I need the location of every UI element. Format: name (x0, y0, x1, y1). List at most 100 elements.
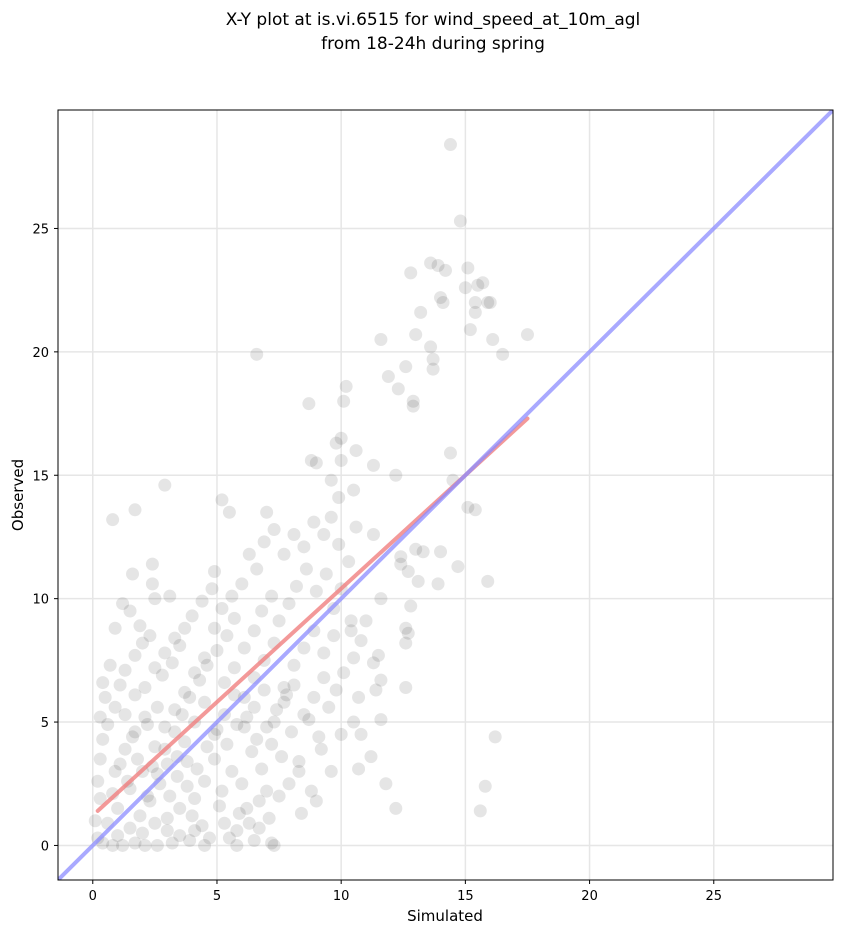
scatter-point (302, 397, 316, 411)
x-tick-label: 25 (705, 889, 722, 904)
scatter-point (294, 806, 308, 820)
scatter-point (173, 801, 187, 815)
scatter-point (436, 296, 450, 309)
scatter-point (404, 266, 418, 280)
scatter-point (406, 394, 420, 408)
scatter-point (399, 621, 413, 635)
x-axis-ticks: 0 5 10 15 20 25 (89, 880, 722, 904)
scatter-point (260, 784, 274, 798)
scatter-point (250, 732, 264, 746)
scatter-point (394, 557, 408, 571)
scatter-point (359, 614, 373, 628)
scatter-point (312, 730, 326, 744)
scatter-point (225, 764, 239, 778)
scatter-point (145, 557, 159, 571)
x-tick-label: 20 (581, 889, 598, 904)
scatter-point (463, 323, 477, 337)
scatter-point (307, 690, 321, 704)
scatter-point (178, 735, 192, 749)
scatter-point (371, 648, 385, 662)
scatter-point (193, 673, 207, 687)
scatter-point (143, 629, 157, 643)
scatter-point (163, 789, 177, 803)
scatter-point (168, 703, 182, 717)
scatter-point (434, 291, 448, 305)
scatter-point (399, 681, 413, 694)
scatter-point (329, 436, 343, 450)
scatter-point (520, 328, 534, 342)
scatter-point (247, 624, 261, 638)
scatter-point (207, 621, 221, 635)
scatter-point (309, 456, 323, 470)
scatter-point (133, 619, 147, 633)
scatter-point (198, 774, 212, 788)
scatter-point (434, 545, 448, 559)
scatter-point (252, 821, 266, 835)
scatter-point (424, 340, 438, 354)
scatter-point (168, 631, 182, 645)
y-tick-label: 15 (32, 469, 49, 484)
scatter-point (478, 779, 492, 793)
scatter-point (215, 602, 229, 616)
scatter-point (483, 296, 497, 309)
scatter-point (240, 801, 254, 815)
scatter-point (160, 811, 174, 825)
scatter-point (128, 688, 142, 702)
scatter-point (334, 453, 348, 467)
scatter-point (275, 750, 289, 764)
scatter-point (267, 715, 281, 729)
scatter-point (96, 676, 110, 690)
scatter-point (426, 352, 440, 366)
scatter-point (337, 394, 351, 408)
scatter-point (260, 505, 274, 519)
scatter-point (391, 382, 405, 396)
scatter-point (324, 473, 338, 487)
scatter-point (265, 836, 279, 850)
scatter-point (409, 542, 423, 556)
chart-subtitle: from 18-24h during spring (321, 34, 545, 54)
scatter-point (374, 333, 388, 347)
scatter-point (138, 710, 152, 724)
scatter-point (148, 661, 162, 675)
scatter-point (148, 740, 162, 754)
scatter-point (443, 138, 457, 152)
scatter-point (185, 609, 199, 623)
scatter-point (317, 527, 331, 541)
scatter-point (138, 681, 152, 694)
y-tick-label: 20 (32, 346, 49, 361)
y-axis-label: Observed (9, 459, 27, 531)
scatter-point (235, 577, 249, 591)
scatter-point (272, 789, 286, 803)
scatter-point (439, 263, 452, 277)
scatter-point (265, 589, 279, 603)
scatter-point (135, 636, 149, 650)
scatter-point (443, 446, 457, 460)
scatter-point (374, 592, 388, 606)
scatter-point (188, 666, 202, 680)
scatter-point (468, 305, 482, 319)
scatter-point (178, 685, 192, 699)
scatter-point (111, 801, 125, 815)
scatter-point (347, 715, 361, 729)
x-tick-label: 0 (89, 889, 97, 904)
scatter-point (473, 804, 487, 818)
scatter-point (401, 565, 415, 579)
scatter-point (215, 493, 229, 507)
scatter-point (297, 708, 311, 722)
scatter-point (148, 816, 162, 830)
scatter-point (461, 500, 475, 514)
scatter-point (364, 750, 378, 764)
scatter-point (334, 727, 348, 741)
scatter-point (416, 545, 430, 559)
scatter-point (178, 621, 192, 635)
scatter-point (496, 347, 510, 361)
scatter-point (128, 503, 142, 517)
scatter-point (257, 535, 271, 549)
scatter-point (150, 700, 164, 714)
scatter-point (237, 641, 251, 655)
scatter-point (106, 838, 120, 852)
scatter-point (108, 700, 122, 714)
scatter-point (265, 737, 279, 751)
scatter-point (255, 762, 269, 776)
scatter-point (227, 611, 241, 625)
